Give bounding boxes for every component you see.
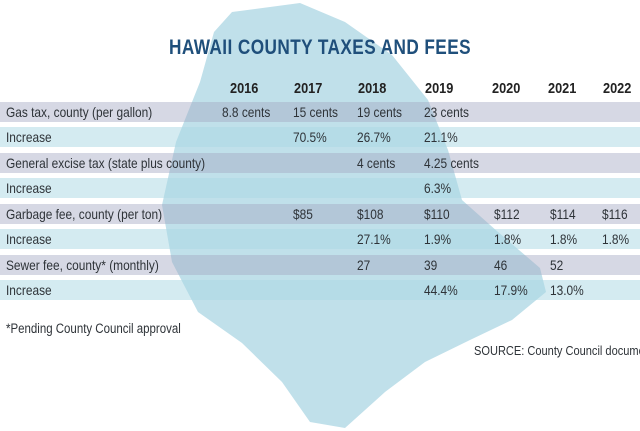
row-label: Sewer fee, county* (monthly) [6, 257, 159, 273]
table-row: Increase 27.1% 1.9% 1.8% 1.8% 1.8% [0, 229, 640, 249]
table-cell: 39 [424, 257, 438, 273]
source-note: SOURCE: County Council documents [474, 343, 640, 358]
column-header-2020: 2020 [492, 80, 521, 97]
chart-title: HAWAII COUNTY TAXES AND FEES [168, 36, 472, 59]
table-cell: 8.8 cents [222, 104, 271, 120]
table-cell: 52 [550, 257, 564, 273]
table-cell: $112 [494, 206, 520, 222]
table-cell: 21.1% [424, 129, 458, 145]
table-cell: 23 cents [424, 104, 469, 120]
table-cell: $116 [602, 206, 628, 222]
table-row: Increase 70.5% 26.7% 21.1% [0, 127, 640, 147]
table-cell: 27.1% [357, 231, 391, 247]
table-cell: $85 [293, 206, 313, 222]
table-row: Increase 6.3% [0, 178, 640, 198]
table-cell: 1.8% [550, 231, 578, 247]
column-header-2019: 2019 [425, 80, 454, 97]
table-cell: 1.9% [424, 231, 452, 247]
table-cell: $110 [424, 206, 450, 222]
row-label: Increase [6, 129, 52, 145]
table-cell: 19 cents [357, 104, 402, 120]
table-cell: 15 cents [293, 104, 338, 120]
table-cell: 4 cents [357, 155, 396, 171]
column-header-2018: 2018 [358, 80, 387, 97]
table-cell: 4.25 cents [424, 155, 479, 171]
table-row: Garbage fee, county (per ton) $85 $108 $110… [0, 204, 640, 224]
table-row: General excise tax (state plus county) 4 … [0, 153, 640, 173]
table-cell: 46 [494, 257, 508, 273]
row-label: Increase [6, 180, 52, 196]
row-label: Increase [6, 231, 52, 247]
table-cell: 13.0% [550, 282, 584, 298]
table-cell: $108 [357, 206, 384, 222]
table-cell: 17.9% [494, 282, 528, 298]
table-row: Increase 44.4% 17.9% 13.0% [0, 280, 640, 300]
column-header-2016: 2016 [230, 80, 259, 97]
table-row: Gas tax, county (per gallon) 8.8 cents 15 … [0, 102, 640, 122]
table-cell: $114 [550, 206, 576, 222]
table-cell: 70.5% [293, 129, 327, 145]
column-header-2017: 2017 [294, 80, 323, 97]
table-cell: 44.4% [424, 282, 458, 298]
table-cell: 1.8% [494, 231, 522, 247]
column-header-2022: 2022 [603, 80, 632, 97]
row-label: Increase [6, 282, 52, 298]
table-cell: 26.7% [357, 129, 391, 145]
table-row: Sewer fee, county* (monthly) 27 39 46 52 [0, 255, 640, 275]
row-label: Gas tax, county (per gallon) [6, 104, 153, 120]
table-cell: 1.8% [602, 231, 630, 247]
table-cell: 27 [357, 257, 371, 273]
table-cell: 6.3% [424, 180, 452, 196]
footnote: *Pending County Council approval [6, 321, 181, 336]
row-label: General excise tax (state plus county) [6, 155, 206, 171]
column-header-2021: 2021 [548, 80, 577, 97]
row-label: Garbage fee, county (per ton) [6, 206, 163, 222]
